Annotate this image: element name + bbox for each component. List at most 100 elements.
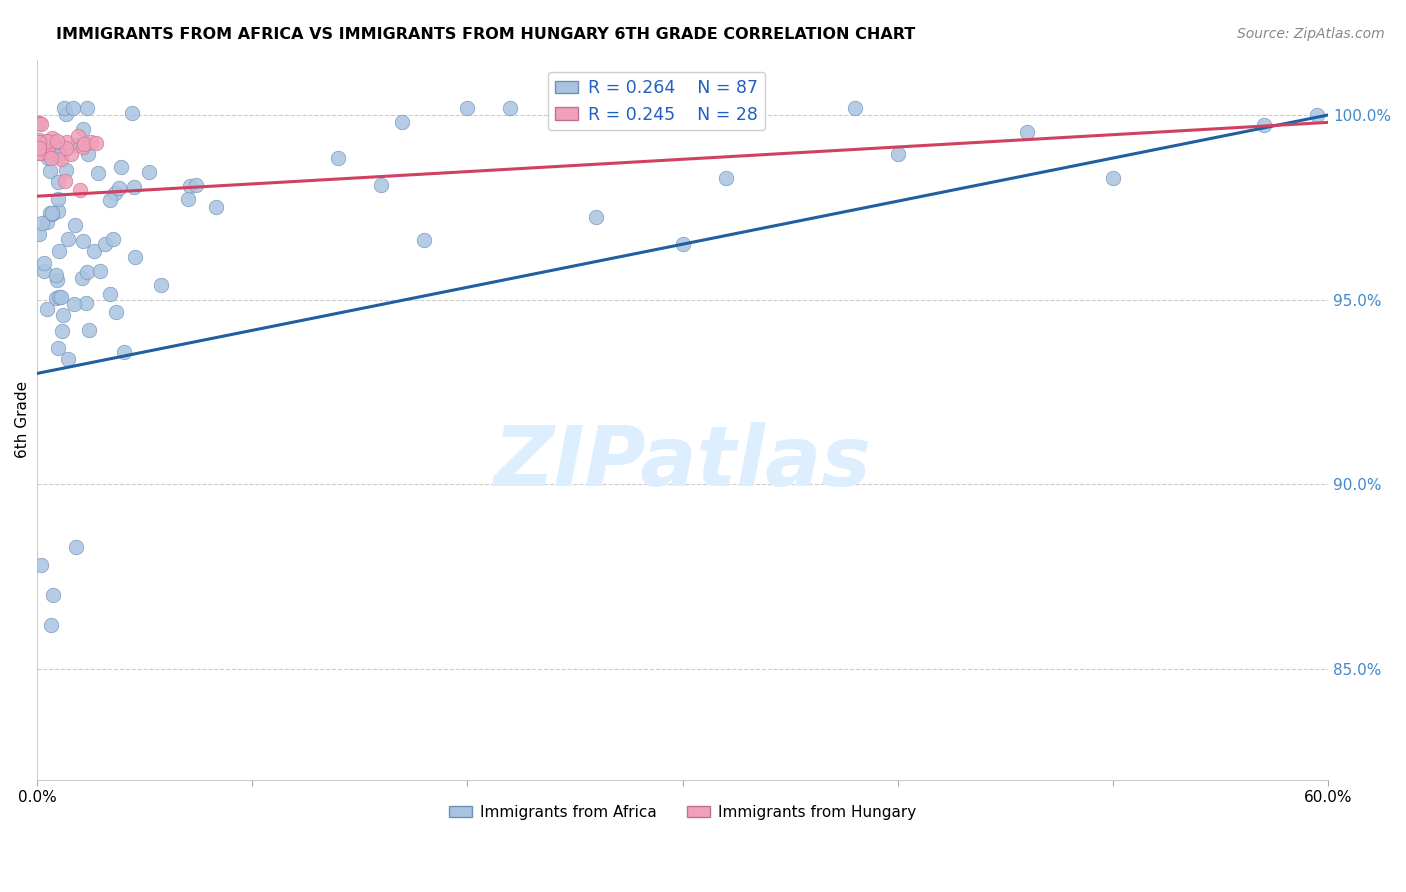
Point (28, 146, 51, 161)
Point (48, 149, 70, 163)
Point (41, 131, 63, 145)
Point (98, 193, 121, 207)
Point (499, 101, 522, 115)
Point (37, 151, 59, 165)
Point (39, 206, 62, 220)
Point (45, 273, 67, 287)
Point (55, 135, 77, 149)
Point (370, 178, 392, 192)
Point (48, 244, 70, 259)
Point (101, 232, 124, 246)
Point (46, 204, 69, 219)
Point (28, 116, 51, 130)
Text: Source: ZipAtlas.com: Source: ZipAtlas.com (1237, 27, 1385, 41)
Point (28, 135, 51, 149)
Point (76, 264, 98, 278)
Point (55, 163, 77, 178)
Point (46, 341, 69, 355)
Point (49, 152, 72, 166)
Point (63, 218, 86, 232)
Point (48, 289, 70, 303)
Point (62, 297, 84, 311)
Point (89, 264, 111, 278)
Point (138, 165, 160, 179)
Point (671, 236, 693, 251)
Point (55, 141, 77, 155)
Point (70, 271, 93, 285)
Point (98, 286, 121, 301)
Point (413, 233, 436, 247)
Point (39, 151, 62, 165)
Point (714, 170, 737, 185)
Point (150, 277, 173, 292)
Point (51, 140, 73, 154)
Point (35, 135, 58, 149)
Point (56, 232, 79, 246)
Point (34, 264, 56, 278)
Point (51, 324, 73, 338)
Point (76, 101, 98, 115)
Point (104, 186, 127, 200)
Point (56, 351, 79, 366)
Point (1306, 108, 1329, 122)
Point (67, 129, 90, 144)
Point (30, 117, 52, 131)
Point (456, 101, 478, 115)
Point (46, 134, 69, 148)
Point (124, 250, 146, 264)
Point (585, 211, 607, 225)
Point (49, 291, 72, 305)
Legend: Immigrants from Africa, Immigrants from Hungary: Immigrants from Africa, Immigrants from … (443, 798, 922, 826)
Point (45, 291, 67, 305)
Point (42, 588, 65, 602)
Point (39, 164, 62, 178)
Point (48, 192, 70, 206)
Point (122, 180, 145, 194)
Point (37, 145, 59, 159)
Point (35, 135, 58, 149)
Point (77, 322, 100, 336)
Point (80, 135, 103, 149)
Point (69, 183, 91, 197)
Point (28, 138, 51, 153)
Point (41, 207, 63, 221)
Point (1015, 125, 1038, 139)
Point (53, 174, 76, 188)
Point (1102, 171, 1125, 186)
Point (28, 141, 51, 155)
Point (83, 244, 105, 258)
Point (31, 216, 53, 230)
Text: IMMIGRANTS FROM AFRICA VS IMMIGRANTS FROM HUNGARY 6TH GRADE CORRELATION CHART: IMMIGRANTS FROM AFRICA VS IMMIGRANTS FRO… (56, 27, 915, 42)
Point (55, 106, 77, 120)
Point (205, 201, 228, 215)
Point (184, 178, 207, 193)
Point (28, 227, 51, 241)
Point (35, 302, 58, 317)
Point (39, 136, 62, 150)
Point (328, 151, 350, 165)
Point (28, 133, 51, 147)
Point (28, 145, 51, 160)
Point (35, 215, 58, 229)
Point (44, 268, 66, 282)
Point (73, 136, 96, 151)
Point (1253, 118, 1275, 132)
Point (62, 101, 84, 115)
Point (44, 141, 66, 155)
Point (72, 235, 94, 249)
Point (65, 138, 87, 153)
Point (35, 143, 58, 157)
Point (34, 256, 56, 270)
Text: ZIPatlas: ZIPatlas (494, 422, 872, 503)
Point (52, 101, 75, 115)
Point (93, 237, 115, 252)
Point (110, 160, 132, 174)
Point (75, 295, 97, 310)
Point (87, 165, 110, 179)
Point (844, 101, 866, 115)
Point (121, 106, 143, 120)
Point (176, 192, 198, 206)
Point (48, 175, 70, 189)
Point (28, 116, 51, 130)
Point (112, 345, 135, 359)
